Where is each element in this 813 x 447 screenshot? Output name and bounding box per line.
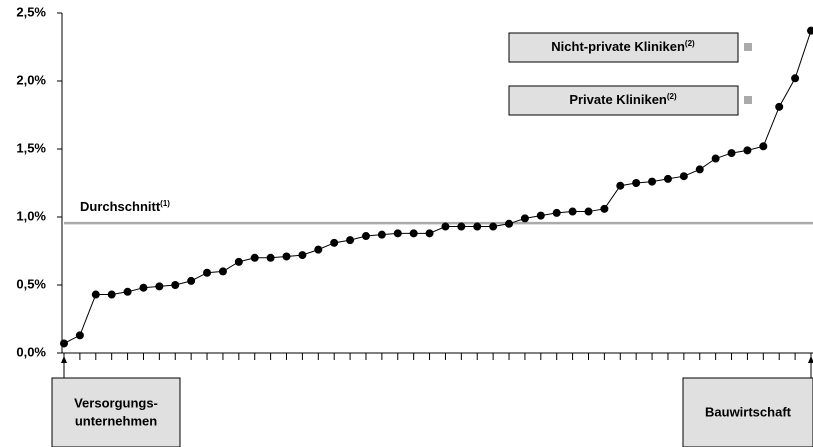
data-point — [791, 74, 800, 83]
y-tick-label: 1,0% — [16, 208, 46, 223]
legend-note: (2) — [667, 92, 677, 101]
data-point — [234, 257, 243, 266]
data-point — [250, 253, 259, 262]
y-tick-label: 0,0% — [16, 344, 46, 359]
data-point — [600, 204, 609, 213]
data-point — [632, 179, 641, 187]
data-point — [60, 339, 68, 348]
data-point — [743, 146, 752, 155]
legend-marker — [744, 43, 752, 51]
data-point — [441, 222, 450, 231]
legend-note: (2) — [685, 39, 695, 48]
legend-label: Nicht-private Kliniken(2) — [551, 39, 695, 54]
data-point — [155, 282, 164, 291]
data-point — [536, 211, 545, 220]
y-tick-label: 2,0% — [16, 72, 46, 87]
data-point — [568, 207, 577, 216]
data-point — [107, 290, 116, 299]
data-point — [663, 174, 672, 183]
data-point — [314, 245, 323, 254]
data-point — [409, 229, 418, 238]
y-tick-label: 0,5% — [16, 276, 46, 291]
data-point — [346, 236, 355, 245]
end-label: unternehmen — [75, 413, 157, 428]
legend-text: Nicht-private Kliniken — [551, 39, 685, 54]
arrow-head — [808, 356, 813, 363]
data-point — [218, 267, 227, 276]
data-point — [584, 207, 593, 216]
y-tick-label: 2,5% — [16, 4, 46, 19]
data-point — [425, 229, 434, 238]
end-label-box — [51, 377, 181, 447]
data-point — [489, 222, 498, 231]
data-point — [187, 276, 196, 285]
data-point — [616, 181, 625, 190]
data-point — [711, 154, 720, 163]
data-point — [171, 281, 180, 289]
data-point — [648, 177, 657, 186]
data-point — [91, 290, 100, 299]
data-point — [759, 142, 768, 151]
y-tick-label: 1,5% — [16, 140, 46, 155]
end-label-box — [682, 377, 813, 447]
data-point — [679, 172, 688, 181]
data-point — [552, 208, 561, 217]
data-point — [75, 331, 84, 340]
data-point — [123, 287, 132, 296]
legend-box — [508, 85, 739, 116]
average-label-note: (1) — [160, 199, 170, 208]
data-point — [139, 283, 148, 292]
data-point — [775, 102, 784, 111]
data-point — [473, 222, 482, 231]
end-label: Bauwirtschaft — [705, 404, 792, 419]
data-point — [266, 253, 275, 262]
data-point — [520, 214, 529, 223]
data-point — [330, 238, 339, 247]
data-point — [393, 229, 402, 238]
data-point — [377, 230, 386, 239]
data-point — [505, 219, 514, 228]
data-point — [727, 149, 736, 158]
data-point — [298, 251, 307, 260]
data-point — [203, 268, 212, 277]
average-label-text: Durchschnitt — [80, 200, 161, 215]
data-point — [807, 26, 813, 35]
legend-text: Private Kliniken — [569, 92, 667, 107]
data-line — [63, 30, 812, 344]
data-point — [457, 222, 466, 231]
data-point — [695, 165, 704, 174]
legend-label: Private Kliniken(2) — [569, 92, 677, 107]
legend-box — [508, 32, 739, 63]
legend-marker — [744, 96, 752, 104]
average-label: Durchschnitt(1) — [80, 199, 170, 214]
data-point — [282, 252, 291, 261]
end-label: Versorgungs- — [74, 395, 158, 410]
arrow-head — [61, 356, 67, 363]
data-point — [361, 232, 370, 241]
